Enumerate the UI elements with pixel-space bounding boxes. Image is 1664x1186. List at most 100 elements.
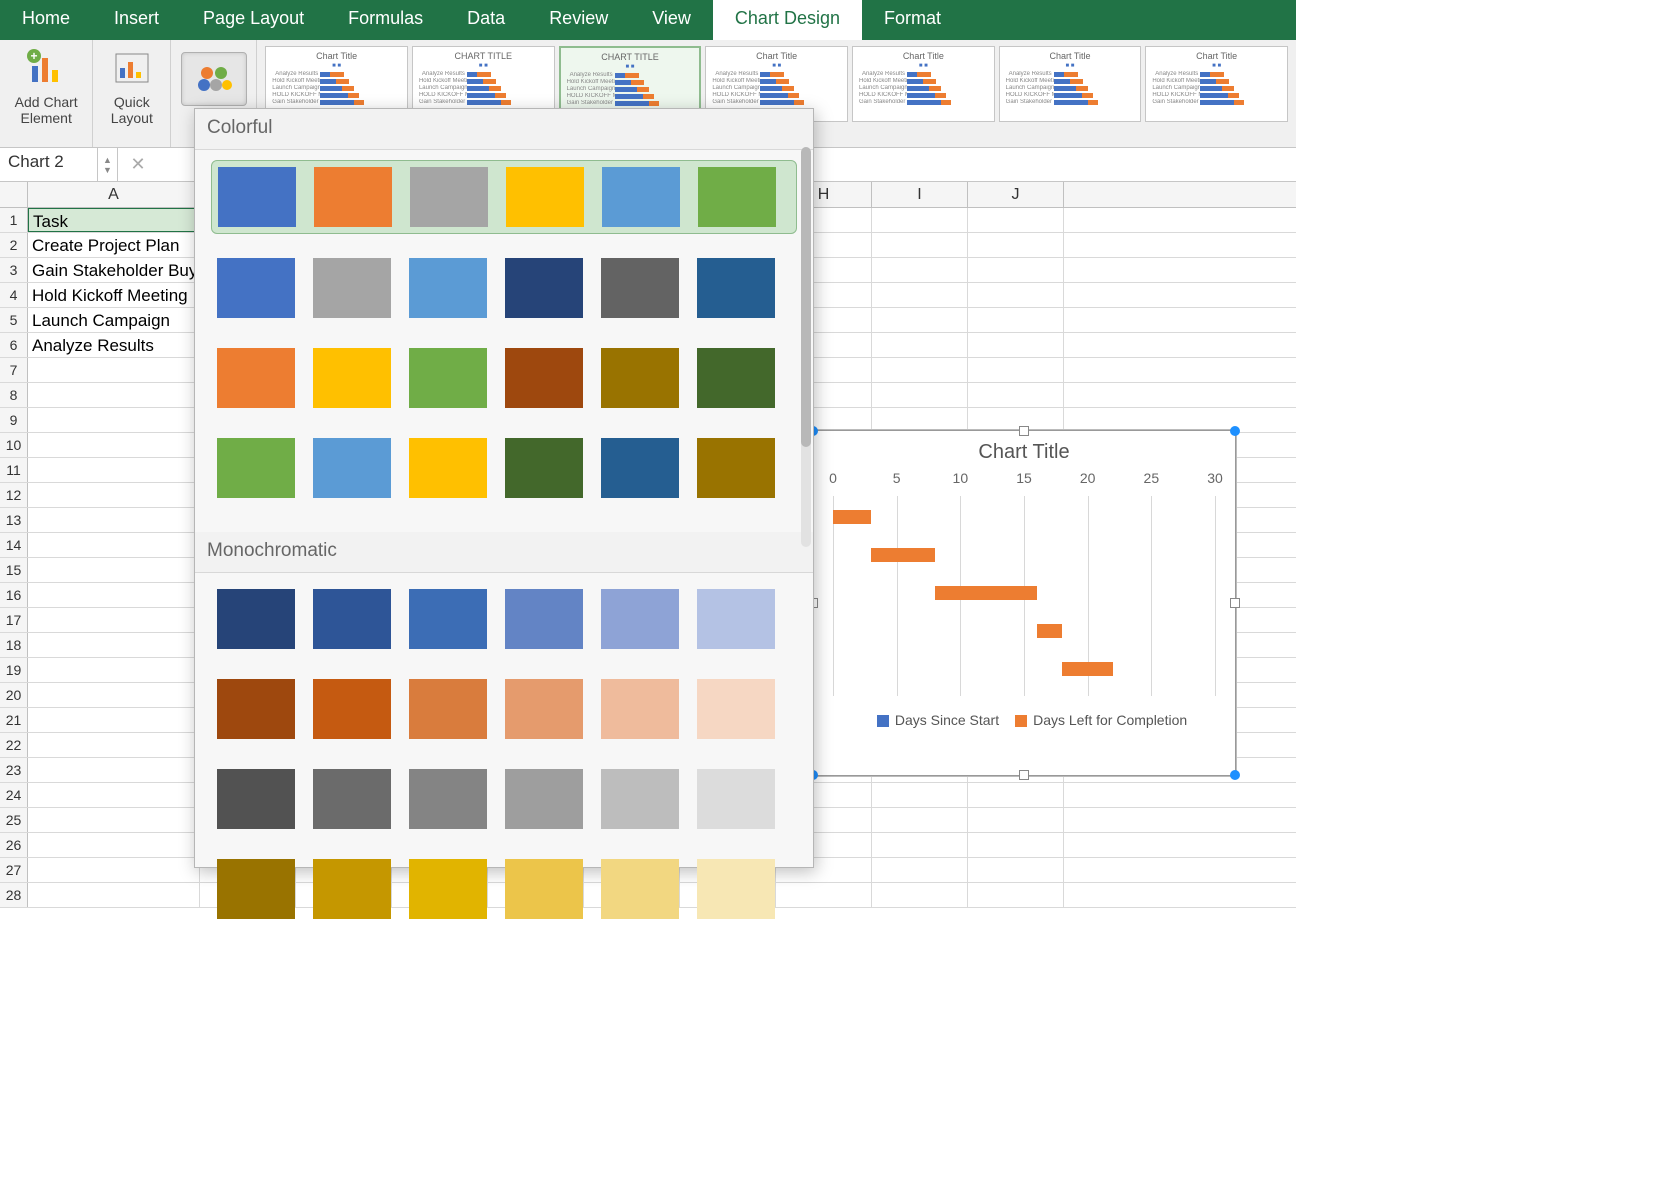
cell[interactable]: Task (28, 208, 200, 232)
row-header[interactable]: 28 (0, 883, 28, 907)
cell[interactable] (968, 283, 1064, 307)
tab-formulas[interactable]: Formulas (326, 0, 445, 40)
cell[interactable] (28, 833, 200, 857)
chart-style-thumb[interactable]: Chart Title■ ■Analyze ResultsHold Kickof… (1145, 46, 1288, 122)
row-header[interactable]: 1 (0, 208, 28, 232)
palette-row[interactable] (211, 763, 797, 835)
palette-scrollbar[interactable] (801, 147, 811, 547)
row-header[interactable]: 26 (0, 833, 28, 857)
cell[interactable] (968, 883, 1064, 907)
cell[interactable] (872, 258, 968, 282)
cell[interactable] (28, 683, 200, 707)
palette-row[interactable] (211, 583, 797, 655)
cell[interactable]: Hold Kickoff Meeting (28, 283, 200, 307)
palette-row[interactable] (211, 853, 797, 925)
row-header[interactable]: 24 (0, 783, 28, 807)
row-header[interactable]: 17 (0, 608, 28, 632)
cell[interactable] (872, 833, 968, 857)
cell[interactable] (28, 558, 200, 582)
tab-chart-design[interactable]: Chart Design (713, 0, 862, 40)
row-header[interactable]: 15 (0, 558, 28, 582)
palette-row[interactable] (211, 160, 797, 234)
tab-view[interactable]: View (630, 0, 713, 40)
cell[interactable] (968, 208, 1064, 232)
cell[interactable] (28, 658, 200, 682)
cell[interactable] (968, 333, 1064, 357)
row-header[interactable]: 13 (0, 508, 28, 532)
palette-row[interactable] (211, 342, 797, 414)
cell[interactable] (968, 783, 1064, 807)
cell[interactable] (28, 508, 200, 532)
row-header[interactable]: 6 (0, 333, 28, 357)
cell[interactable] (28, 433, 200, 457)
row-header[interactable]: 22 (0, 733, 28, 757)
tab-review[interactable]: Review (527, 0, 630, 40)
chart-title[interactable]: Chart Title (813, 441, 1235, 464)
column-header[interactable]: A (28, 182, 200, 207)
row-header[interactable]: 14 (0, 533, 28, 557)
row-header[interactable]: 4 (0, 283, 28, 307)
row-header[interactable]: 27 (0, 858, 28, 882)
row-header[interactable]: 20 (0, 683, 28, 707)
palette-row[interactable] (211, 432, 797, 504)
resize-handle[interactable] (1230, 770, 1240, 780)
tab-insert[interactable]: Insert (92, 0, 181, 40)
tab-home[interactable]: Home (0, 0, 92, 40)
resize-handle[interactable] (1019, 770, 1029, 780)
cell[interactable] (28, 858, 200, 882)
chart-legend[interactable]: Days Since StartDays Left for Completion (813, 704, 1235, 740)
row-header[interactable]: 16 (0, 583, 28, 607)
quick-layout-group[interactable]: Quick Layout (93, 40, 171, 147)
cell[interactable] (28, 783, 200, 807)
cell[interactable] (968, 833, 1064, 857)
column-header[interactable]: I (872, 182, 968, 207)
cell[interactable] (28, 808, 200, 832)
tab-format[interactable]: Format (862, 0, 963, 40)
chart-bar[interactable] (935, 586, 1037, 600)
cell[interactable] (28, 758, 200, 782)
select-all-corner[interactable] (0, 182, 28, 207)
name-box[interactable]: Chart 2 (0, 148, 98, 181)
cell[interactable]: Gain Stakeholder Buy (28, 258, 200, 282)
cell[interactable] (28, 358, 200, 382)
row-header[interactable]: 19 (0, 658, 28, 682)
cell[interactable] (968, 858, 1064, 882)
cell[interactable] (872, 383, 968, 407)
row-header[interactable]: 23 (0, 758, 28, 782)
cell[interactable] (872, 283, 968, 307)
row-header[interactable]: 11 (0, 458, 28, 482)
cell[interactable] (28, 408, 200, 432)
chart-style-thumb[interactable]: Chart Title■ ■Analyze ResultsHold Kickof… (999, 46, 1142, 122)
cell[interactable] (28, 883, 200, 907)
palette-row[interactable] (211, 673, 797, 745)
cell[interactable] (872, 408, 968, 432)
resize-handle[interactable] (1230, 598, 1240, 608)
cell[interactable] (968, 258, 1064, 282)
cancel-icon[interactable]: ✕ (118, 154, 158, 175)
row-header[interactable]: 7 (0, 358, 28, 382)
row-header[interactable]: 21 (0, 708, 28, 732)
cell[interactable] (968, 233, 1064, 257)
cell[interactable] (968, 408, 1064, 432)
palette-row[interactable] (211, 252, 797, 324)
cell[interactable] (968, 358, 1064, 382)
cell[interactable] (28, 633, 200, 657)
cell[interactable] (872, 208, 968, 232)
change-colors-button[interactable] (181, 52, 247, 106)
cell[interactable] (28, 483, 200, 507)
cell[interactable] (872, 883, 968, 907)
row-header[interactable]: 2 (0, 233, 28, 257)
cell[interactable] (872, 333, 968, 357)
tab-page-layout[interactable]: Page Layout (181, 0, 326, 40)
resize-handle[interactable] (1230, 426, 1240, 436)
cell[interactable] (872, 308, 968, 332)
cell[interactable] (968, 383, 1064, 407)
chart-bar[interactable] (1037, 624, 1062, 638)
row-header[interactable]: 25 (0, 808, 28, 832)
cell[interactable] (28, 533, 200, 557)
row-header[interactable]: 12 (0, 483, 28, 507)
cell[interactable] (28, 583, 200, 607)
row-header[interactable]: 9 (0, 408, 28, 432)
cell[interactable]: Launch Campaign (28, 308, 200, 332)
resize-handle[interactable] (1019, 426, 1029, 436)
